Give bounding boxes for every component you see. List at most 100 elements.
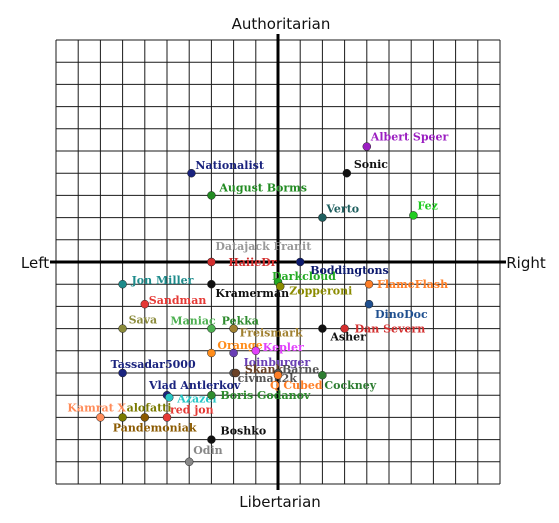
- point-marker: [251, 346, 261, 356]
- data-point: Tassadar5000: [111, 358, 196, 378]
- data-point: Kepler: [251, 341, 304, 356]
- data-point: Pandemoniak: [113, 413, 197, 434]
- point-marker: [207, 390, 216, 400]
- point-label: Vlad Antlerkov: [148, 379, 241, 392]
- point-label: Boris Godanov: [220, 389, 311, 402]
- data-point: Sonic: [342, 158, 388, 178]
- point-label: Albert Speer: [370, 131, 449, 144]
- point-marker: [207, 279, 216, 289]
- data-point: Dan Severn: [340, 323, 426, 336]
- data-point: Odin: [184, 444, 223, 467]
- point-label: red jon: [170, 403, 214, 416]
- point-marker: [229, 348, 238, 358]
- data-point: Nationalist: [187, 159, 265, 178]
- point-marker: [362, 142, 372, 151]
- point-marker: [118, 368, 127, 378]
- point-label: Ioinburger: [244, 356, 311, 369]
- point-label: civman2k: [238, 372, 298, 385]
- data-points: Albert Speer Sonic Nationalist August Borms…: [67, 131, 449, 467]
- data-point: August Borms: [207, 181, 307, 200]
- axis-label-left: Left: [21, 254, 49, 272]
- point-label: Nationalist: [195, 159, 264, 172]
- point-label: Sava: [129, 314, 158, 327]
- point-marker: [207, 435, 216, 444]
- point-label: Datajack Franit: [215, 240, 312, 253]
- point-marker: [118, 279, 127, 289]
- data-point: Boshko: [207, 425, 266, 444]
- point-label: Orange: [217, 339, 262, 352]
- point-label: DinoDoc: [375, 308, 428, 321]
- point-marker: [342, 168, 352, 178]
- point-marker: [275, 282, 285, 291]
- point-label: Tassadar5000: [111, 358, 196, 371]
- point-marker: [184, 457, 194, 467]
- point-marker: [229, 324, 238, 333]
- point-marker: [96, 413, 105, 422]
- data-point: Boddingtons: [295, 257, 389, 277]
- data-point: Ioinburger: [229, 348, 311, 369]
- point-label: Jon Miller: [131, 274, 194, 287]
- point-marker: [409, 211, 418, 220]
- point-marker: [295, 257, 305, 267]
- point-label: Sandman: [149, 294, 207, 307]
- point-marker: [318, 370, 327, 380]
- data-point: HaiieDr: [207, 256, 277, 269]
- point-label: Freismark: [240, 327, 303, 340]
- data-point: Kramerman: [207, 279, 289, 300]
- point-label: Pekka: [222, 315, 259, 328]
- point-label: HaiieDr: [228, 256, 276, 269]
- axis-label-right: Right: [506, 254, 546, 272]
- data-point: Jon Miller: [118, 274, 194, 289]
- data-point: alofatti: [118, 401, 172, 422]
- point-marker: [364, 279, 374, 289]
- data-point: Sandman: [140, 294, 207, 309]
- point-marker: [187, 168, 196, 178]
- point-label: Dan Severn: [355, 323, 426, 336]
- point-marker: [318, 324, 327, 333]
- data-point: Fez: [409, 199, 438, 220]
- data-point: Sava: [118, 314, 158, 333]
- data-point: DinoDoc: [364, 299, 428, 321]
- point-label: Cockney: [324, 379, 376, 392]
- point-marker: [140, 299, 150, 309]
- point-label: Verto: [325, 203, 359, 216]
- data-point: FlameFlash: [364, 278, 448, 291]
- data-point: Albert Speer: [362, 131, 449, 151]
- point-label: Maniac: [170, 315, 216, 328]
- point-label: Asher: [329, 331, 366, 344]
- point-label: Kepler: [263, 341, 304, 354]
- point-label: Fez: [417, 199, 437, 212]
- point-label: Q Cubed: [270, 379, 323, 392]
- point-label: FlameFlash: [377, 278, 448, 291]
- point-marker: [207, 324, 216, 333]
- data-point: Cockney: [318, 370, 377, 392]
- point-label: alofatti: [127, 401, 172, 414]
- data-point: Boris Godanov: [207, 389, 311, 402]
- point-label: Boddingtons: [310, 264, 389, 277]
- point-marker: [118, 413, 127, 422]
- data-point: Maniac: [170, 315, 216, 333]
- point-label: Azazel: [176, 392, 216, 405]
- point-marker: [164, 393, 174, 402]
- point-marker: [231, 368, 241, 378]
- point-label: August Borms: [218, 181, 307, 194]
- point-label: Barne: [282, 363, 319, 376]
- point-marker: [318, 213, 327, 222]
- point-marker: [207, 191, 216, 200]
- data-point: Azazel: [164, 392, 217, 405]
- point-marker: [118, 324, 127, 333]
- point-marker: [273, 370, 283, 380]
- point-marker: [340, 324, 349, 333]
- point-label: Pandemoniak: [113, 421, 197, 434]
- point-marker: [364, 299, 374, 309]
- point-label: Odin: [193, 444, 222, 457]
- point-marker: [207, 348, 216, 358]
- axis-label-bottom: Libertarian: [239, 493, 321, 511]
- data-point: Freismark: [229, 324, 303, 340]
- axis-label-top: Authoritarian: [232, 15, 331, 33]
- point-marker: [207, 257, 216, 267]
- data-point: red jon: [162, 403, 214, 422]
- chart-axes: [50, 34, 506, 490]
- point-marker: [162, 413, 172, 422]
